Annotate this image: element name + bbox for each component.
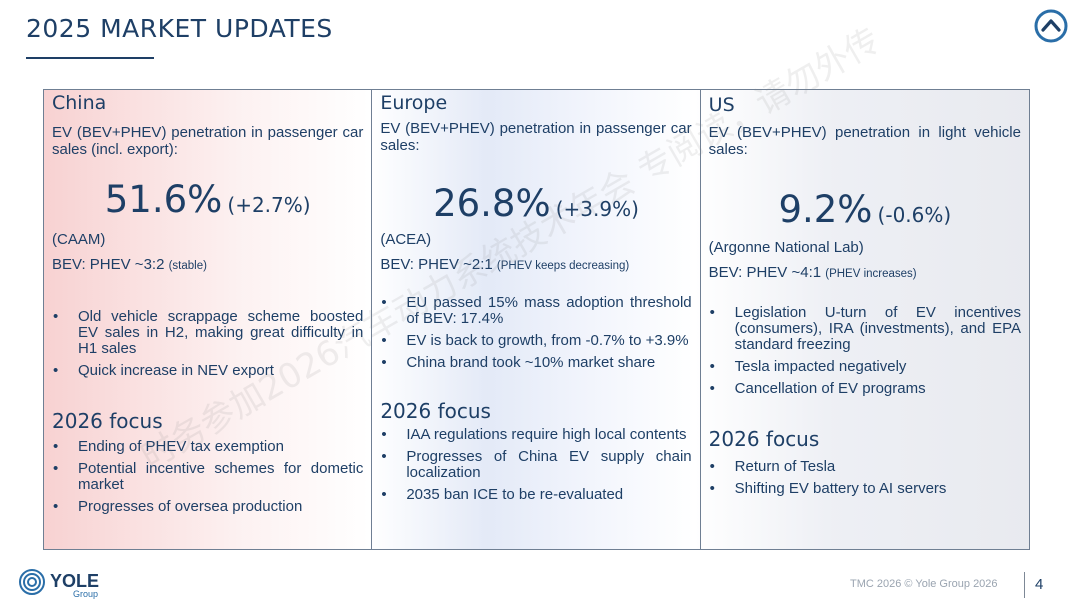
bev-ratio-label: BEV: PHEV ~4:1	[708, 264, 822, 281]
penetration-description: EV (BEV+PHEV) penetration in passenger c…	[52, 124, 364, 158]
penetration-change: (+2.7%)	[227, 193, 311, 217]
penetration-change: (-0.6%)	[877, 203, 952, 227]
bev-ratio-note: (stable)	[168, 260, 207, 272]
data-source: (ACEA)	[380, 231, 432, 248]
bev-phev-ratio: BEV: PHEV ~4:1 (PHEV increases)	[709, 264, 1021, 281]
page-title: 2025 MARKET UPDATES	[26, 14, 333, 43]
bullet-list: Legislation U-turn of EV incentives (con…	[709, 305, 1021, 398]
focus-list: IAA regulations require high local conte…	[380, 427, 691, 504]
bev-ratio-label: BEV: PHEV ~2:1	[380, 256, 493, 273]
bev-ratio-note: (PHEV keeps decreasing)	[496, 260, 630, 272]
list-item: Progresses of China EV supply chain loca…	[380, 449, 691, 481]
list-item: IAA regulations require high local conte…	[380, 427, 691, 444]
yole-logo-name: YOLE	[50, 571, 99, 591]
bullet-list: EU passed 15% mass adoption threshold of…	[380, 295, 691, 372]
data-source: (Argonne National Lab)	[708, 239, 864, 256]
list-item: Return of Tesla	[709, 459, 1021, 476]
bev-phev-ratio: BEV: PHEV ~3:2 (stable)	[52, 256, 363, 273]
focus-list: Ending of PHEV tax exemption Potential i…	[52, 439, 363, 516]
list-item: Cancellation of EV programs	[709, 381, 1021, 398]
europe-column: Europe EV (BEV+PHEV) penetration in pass…	[372, 90, 701, 549]
focus-list: Return of Tesla Shifting EV battery to A…	[709, 459, 1021, 498]
region-title-china: China	[52, 92, 107, 114]
list-item: Tesla impacted negatively	[709, 359, 1021, 376]
market-table: China EV (BEV+PHEV) penetration in passe…	[43, 89, 1030, 550]
penetration-percent: 9.2%	[778, 188, 873, 231]
penetration-percent: 51.6%	[104, 178, 223, 221]
list-item: Quick increase in NEV export	[52, 363, 363, 380]
list-item: EV is back to growth, from -0.7% to +3.9…	[380, 333, 691, 350]
penetration-description: EV (BEV+PHEV) penetration in light vehic…	[708, 124, 1021, 158]
list-item: Old vehicle scrappage scheme boosted EV …	[52, 309, 363, 357]
data-source: (CAAM)	[52, 231, 106, 248]
bullet-list: Old vehicle scrappage scheme boosted EV …	[52, 309, 363, 380]
list-item: Ending of PHEV tax exemption	[52, 439, 363, 456]
page-number: 4	[1035, 576, 1044, 593]
list-item: EU passed 15% mass adoption threshold of…	[380, 295, 691, 327]
region-title-europe: Europe	[380, 92, 448, 114]
penetration-percent: 26.8%	[433, 182, 551, 225]
focus-title: 2026 focus	[708, 427, 820, 451]
footer-copyright: TMC 2026 © Yole Group 2026	[850, 578, 998, 590]
list-item: Shifting EV battery to AI servers	[709, 481, 1021, 498]
list-item: Legislation U-turn of EV incentives (con…	[709, 305, 1021, 353]
penetration-value: 26.8% (+3.9%)	[380, 182, 691, 225]
bev-ratio-label: BEV: PHEV ~3:2	[52, 256, 165, 273]
chevron-up-circle-icon[interactable]	[1034, 9, 1068, 43]
list-item: Potential incentive schemes for dometic …	[52, 461, 363, 493]
focus-title: 2026 focus	[380, 399, 491, 423]
penetration-value: 51.6% (+2.7%)	[52, 178, 363, 221]
penetration-change: (+3.9%)	[555, 197, 639, 221]
list-item: China brand took ~10% market share	[380, 355, 691, 372]
yole-logo-sub: Group	[73, 589, 98, 599]
title-underline	[26, 57, 154, 59]
list-item: 2035 ban ICE to be re-evaluated	[380, 487, 691, 504]
bev-ratio-note: (PHEV increases)	[825, 268, 917, 280]
penetration-description: EV (BEV+PHEV) penetration in passenger c…	[380, 120, 692, 154]
china-column: China EV (BEV+PHEV) penetration in passe…	[44, 90, 373, 549]
region-title-us: US	[708, 94, 735, 116]
us-column: US EV (BEV+PHEV) penetration in light ve…	[701, 90, 1029, 549]
bev-phev-ratio: BEV: PHEV ~2:1 (PHEV keeps decreasing)	[380, 256, 691, 273]
focus-title: 2026 focus	[52, 409, 163, 433]
penetration-value: 9.2% (-0.6%)	[709, 188, 1021, 231]
list-item: Progresses of oversea production	[52, 499, 363, 516]
yole-logo[interactable]: YOLE Group	[18, 568, 118, 600]
footer-divider	[1024, 572, 1025, 598]
